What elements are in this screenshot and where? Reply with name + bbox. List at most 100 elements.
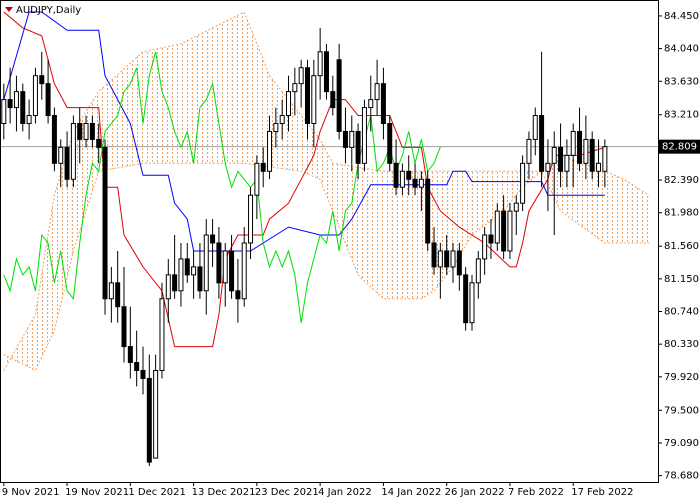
indicator-line — [3, 11, 606, 348]
candle-body — [235, 290, 241, 300]
x-tick-label: 26 Jan 2022 — [445, 487, 505, 498]
candle-body — [545, 162, 551, 172]
candle-body — [425, 178, 431, 244]
candle-body — [267, 130, 273, 172]
candle-body — [526, 138, 532, 164]
candle-body — [210, 234, 216, 244]
candle-body — [355, 130, 361, 164]
y-tick-label: 80.330 — [664, 339, 699, 350]
candle-body — [418, 178, 424, 188]
candle-body — [304, 67, 310, 124]
candle-body — [260, 162, 266, 172]
x-tick-label: 17 Feb 2022 — [571, 487, 633, 498]
candle-body — [32, 75, 38, 117]
y-tick-label: 84.450 — [664, 11, 699, 22]
candle-body — [475, 258, 481, 284]
plot-frame — [0, 0, 659, 483]
candle-body — [520, 162, 526, 204]
candle-body — [507, 210, 513, 252]
candle-body — [229, 250, 235, 292]
candle-body — [406, 170, 412, 180]
x-tick-label: 14 Jan 2022 — [381, 487, 441, 498]
candle-body — [368, 99, 374, 109]
x-tick-label: 19 Nov 2021 — [65, 487, 129, 498]
price-label: 82.809 — [662, 142, 697, 153]
candle-body — [317, 51, 323, 77]
indicator-line — [3, 51, 441, 323]
candle-body — [589, 138, 595, 172]
candle-body — [51, 115, 57, 164]
candle-body — [539, 115, 545, 172]
candle-body — [469, 282, 475, 324]
candle-body — [121, 306, 127, 348]
candle-body — [330, 91, 336, 109]
candle-body — [165, 274, 171, 300]
candle-body — [254, 162, 260, 196]
candle-body — [58, 146, 64, 164]
candle-body — [70, 122, 76, 180]
y-tick-label: 81.980 — [664, 208, 699, 219]
y-tick-label: 81.150 — [664, 274, 699, 285]
candle-body — [248, 194, 254, 244]
candle-body — [564, 154, 570, 172]
candle-body — [89, 122, 95, 140]
candle-body — [482, 234, 488, 260]
x-tick-label: 7 Feb 2022 — [508, 487, 564, 498]
candle-body — [298, 67, 304, 85]
candle-body — [450, 250, 456, 268]
title-icon — [5, 7, 13, 12]
cloud-fill — [3, 12, 650, 371]
candle-body — [292, 83, 298, 93]
candle-body — [222, 250, 228, 284]
x-tick-label: 23 Dec 2021 — [255, 487, 319, 498]
candle-body — [583, 138, 589, 164]
candle-body — [456, 250, 462, 276]
candle-body — [336, 59, 342, 132]
y-tick-label: 79.090 — [664, 438, 699, 449]
candle-body — [463, 274, 469, 324]
candle-body — [140, 369, 146, 379]
x-tick-label: 4 Jan 2022 — [318, 487, 372, 498]
price-label-box — [659, 139, 700, 154]
candle-body — [146, 377, 152, 463]
candle-body — [596, 162, 602, 172]
plot-area — [0, 11, 658, 467]
candle-body — [191, 266, 197, 276]
candle-body — [83, 122, 89, 140]
candle-body — [513, 202, 519, 212]
candle-body — [178, 258, 184, 292]
x-tick-label: 13 Dec 2021 — [192, 487, 256, 498]
y-tick-label: 83.210 — [664, 110, 699, 121]
candle-body — [184, 258, 190, 276]
candle-body — [134, 361, 140, 371]
candle-body — [532, 115, 538, 140]
x-tick-label: 1 Dec 2021 — [128, 487, 186, 498]
candle-body — [374, 83, 380, 101]
chart-title: AUDJPY,Daily — [16, 5, 81, 16]
candle-body — [159, 298, 165, 371]
candle-body — [380, 83, 386, 124]
candle-body — [127, 346, 133, 363]
candle-body — [387, 122, 393, 164]
y-tick-label: 81.560 — [664, 241, 699, 252]
candle-body — [1, 99, 7, 124]
y-tick-label: 83.630 — [664, 76, 699, 87]
candle-body — [558, 146, 564, 172]
candle-body — [115, 282, 121, 308]
candle-body — [7, 99, 13, 109]
candle-body — [349, 130, 355, 148]
candle-body — [203, 234, 209, 292]
candle-body — [197, 266, 203, 292]
candle-body — [273, 122, 279, 132]
candle-body — [399, 170, 405, 188]
candle-body — [412, 178, 418, 188]
candle-body — [20, 91, 26, 124]
candle-body — [437, 250, 443, 268]
candle-body — [311, 75, 317, 124]
y-tick-label: 80.740 — [664, 307, 699, 318]
candle-body — [577, 130, 583, 164]
candle-body — [153, 369, 159, 459]
y-tick-label: 79.920 — [664, 372, 699, 383]
cloud-span — [3, 162, 650, 372]
